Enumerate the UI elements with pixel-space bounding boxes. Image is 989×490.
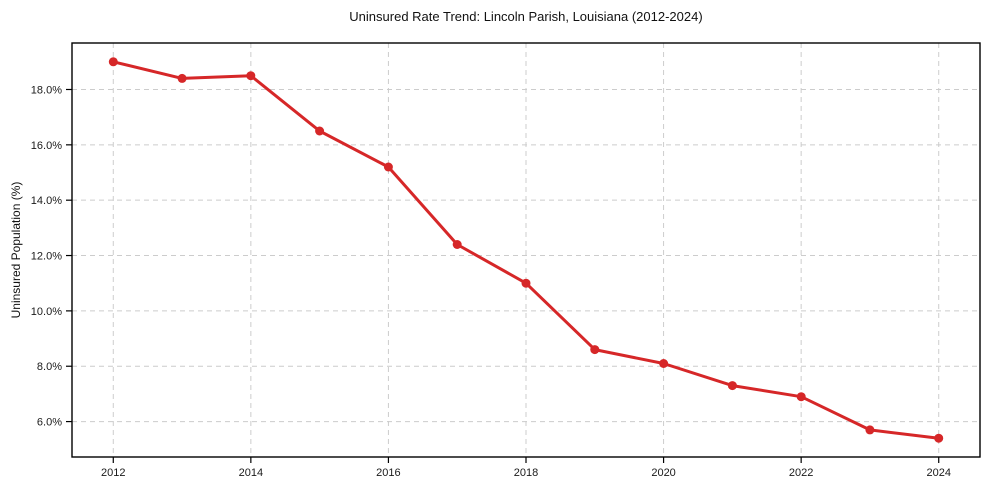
data-point-marker [521, 278, 531, 288]
data-point-marker [659, 359, 669, 368]
y-tick-label: 10.0% [31, 306, 62, 318]
y-tick-label: 14.0% [31, 195, 62, 207]
y-tick-label: 12.0% [31, 251, 62, 263]
x-tick-label: 2014 [239, 467, 263, 479]
x-tick-label: 2018 [514, 467, 538, 479]
x-tick-label: 2016 [376, 467, 400, 479]
chart-title: Uninsured Rate Trend: Lincoln Parish, Lo… [349, 9, 703, 24]
y-tick-label: 8.0% [37, 361, 62, 373]
data-point-marker [590, 345, 600, 355]
y-tick-label: 18.0% [31, 84, 62, 96]
data-point-marker [315, 126, 325, 136]
data-point-marker [452, 240, 462, 249]
data-point-marker [246, 71, 256, 81]
y-tick-label: 16.0% [31, 140, 62, 152]
y-tick-label: 6.0% [37, 417, 62, 429]
x-tick-label: 2012 [101, 467, 125, 479]
data-point-marker [727, 381, 737, 391]
data-point-marker [796, 392, 806, 402]
x-tick-label: 2024 [926, 467, 950, 479]
data-point-marker [865, 425, 875, 435]
x-tick-label: 2022 [789, 467, 813, 479]
data-point-marker [934, 433, 944, 443]
data-point-marker [383, 162, 393, 172]
data-point-marker [177, 73, 187, 83]
data-point-marker [108, 57, 118, 67]
x-tick-label: 2020 [651, 467, 675, 479]
